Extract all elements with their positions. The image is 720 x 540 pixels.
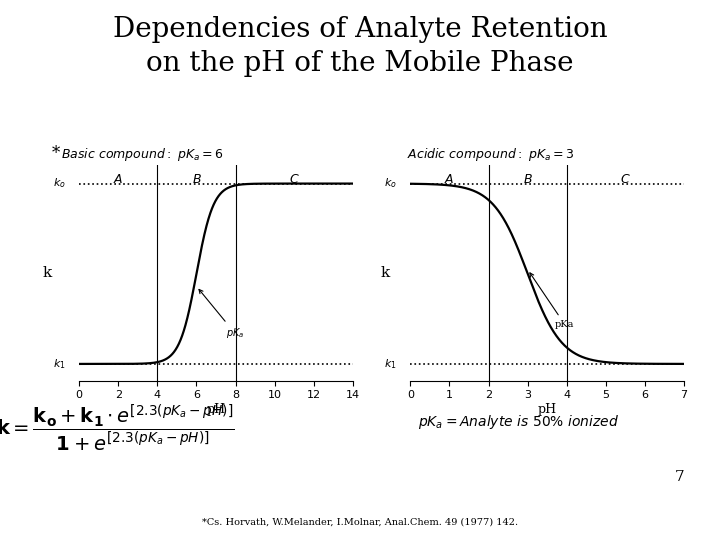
Text: $\mathit{B}$: $\mathit{B}$ (523, 173, 533, 186)
Text: $\mathit{B}$: $\mathit{B}$ (192, 173, 202, 186)
Text: $\mathit{A}$: $\mathit{A}$ (444, 173, 454, 186)
Text: $k_1$: $k_1$ (384, 357, 397, 371)
Text: Dependencies of Analyte Retention
on the pH of the Mobile Phase: Dependencies of Analyte Retention on the… (113, 16, 607, 77)
Text: *: * (52, 145, 60, 163)
Text: *Cs. Horvath, W.Melander, I.Molnar, Anal.Chem. 49 (1977) 142.: *Cs. Horvath, W.Melander, I.Molnar, Anal… (202, 517, 518, 526)
Text: k: k (42, 266, 51, 280)
Text: $\it{pK_a}$$\it{=Analyte\ is\ 50\%\ ionized}$: $\it{pK_a}$$\it{=Analyte\ is\ 50\%\ ioni… (418, 413, 619, 431)
Text: $\mathit{C}$: $\mathit{C}$ (620, 173, 631, 186)
Text: $\it{Basic\ compound:\ pK_a=6}$: $\it{Basic\ compound:\ pK_a=6}$ (61, 146, 224, 164)
Text: $\mathbf{k} = \dfrac{\mathbf{k_o} + \mathbf{k_1} \cdot e^{[2.3(pK_a - pH)]}}{\ma: $\mathbf{k} = \dfrac{\mathbf{k_o} + \mat… (0, 402, 235, 453)
X-axis label: pH: pH (207, 403, 225, 416)
Text: $k_o$: $k_o$ (53, 177, 66, 191)
Text: $\mathit{C}$: $\mathit{C}$ (289, 173, 300, 186)
Text: $\mathit{A}$: $\mathit{A}$ (113, 173, 123, 186)
Text: $k_1$: $k_1$ (53, 357, 66, 371)
Text: $k_o$: $k_o$ (384, 177, 397, 191)
X-axis label: pH: pH (538, 403, 557, 416)
Text: 7: 7 (675, 470, 684, 484)
Text: $pK_a$: $pK_a$ (199, 289, 244, 340)
Text: pKa: pKa (530, 273, 575, 329)
Text: $\it{Acidic\ compound:\ pK_a=3}$: $\it{Acidic\ compound:\ pK_a=3}$ (407, 146, 574, 164)
Text: k: k (381, 266, 390, 280)
